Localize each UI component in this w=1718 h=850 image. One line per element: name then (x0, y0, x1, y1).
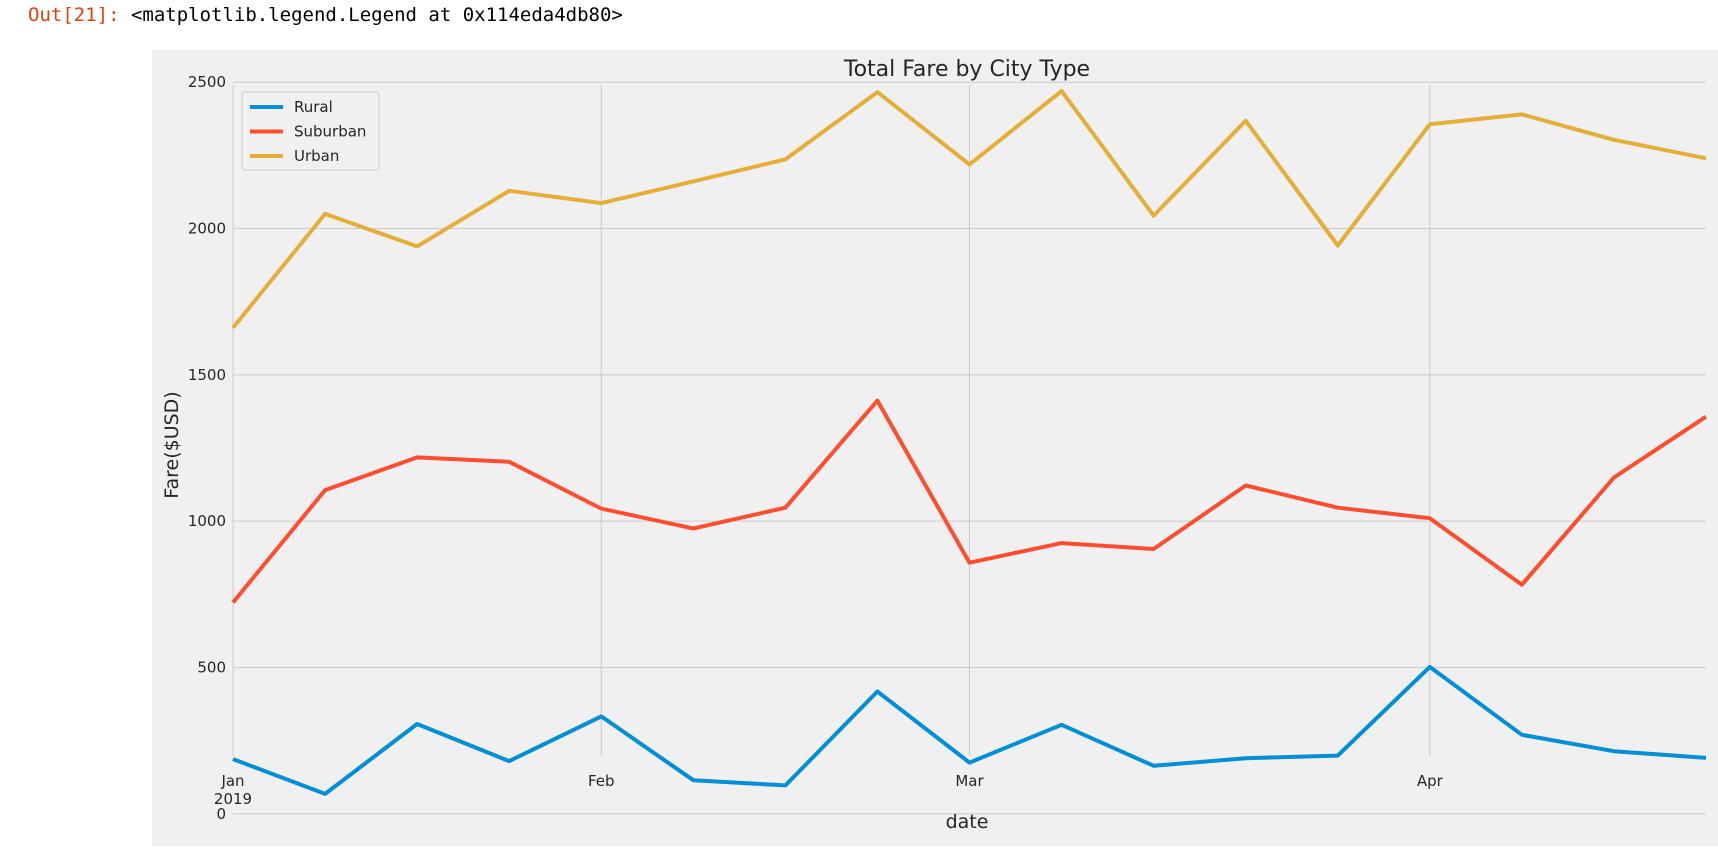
x-tick-label: Apr (1417, 772, 1444, 790)
y-tick-label: 0 (216, 805, 226, 823)
series-line-suburban (231, 398, 1708, 604)
series-line-rural (232, 664, 1707, 796)
series-line-urban (231, 89, 1707, 329)
y-tick-label: 500 (197, 658, 226, 676)
y-tick-label: 1500 (188, 366, 226, 384)
x-tick-label: Jan (220, 772, 244, 790)
y-tick-label: 2000 (188, 220, 226, 238)
chart-title: Total Fare by City Type (843, 57, 1090, 82)
legend-box (241, 91, 380, 171)
y-tick-label: 1000 (188, 512, 226, 530)
cell-output: Out[21]: <matplotlib.legend.Legend at 0x… (28, 4, 623, 26)
legend: Rural Suburban Urban (241, 91, 380, 171)
x-tick-label: Feb (588, 772, 615, 790)
output-prompt: Out[21]: (28, 4, 120, 26)
legend-label-suburban: Suburban (294, 123, 366, 141)
output-text: <matplotlib.legend.Legend at 0x114eda4db… (130, 4, 623, 26)
x-axis-label: date (946, 811, 989, 833)
x-tick-sublabel: 2019 (214, 790, 252, 808)
x-tick-label: Mar (955, 772, 984, 790)
legend-label-urban: Urban (294, 147, 339, 165)
figure-background (152, 50, 1718, 846)
series-lines (231, 89, 1708, 796)
y-tick-label: 2500 (188, 73, 226, 91)
y-axis-label: Fare($USD) (161, 391, 183, 498)
legend-label-rural: Rural (294, 98, 333, 116)
grid-lines (232, 81, 1706, 815)
